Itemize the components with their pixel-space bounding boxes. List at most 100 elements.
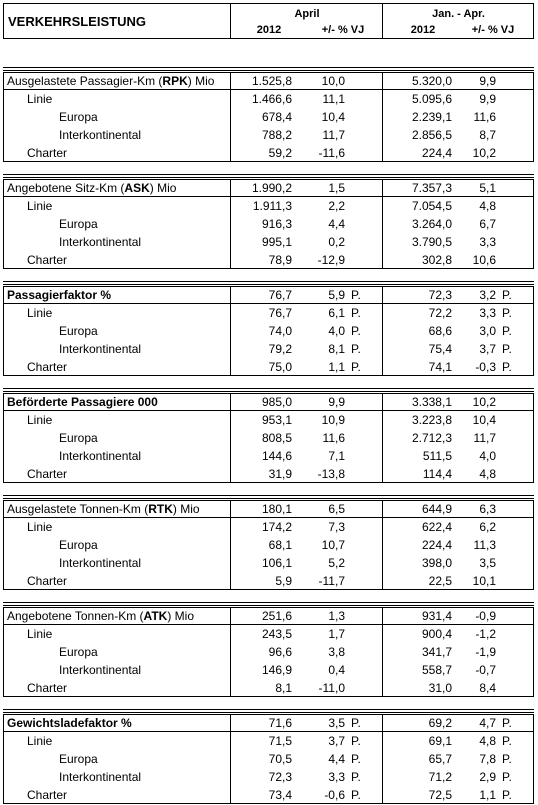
header-year-ytd: 2012 — [410, 24, 436, 36]
value-april: 96,6 — [268, 645, 292, 659]
value-april: 76,7 — [268, 306, 292, 320]
section-title-box — [383, 714, 534, 732]
change-ytd: 5,1 — [479, 181, 496, 195]
section-title-abbr: RTK — [148, 502, 173, 516]
section-title-box — [3, 500, 231, 518]
change-april: -11,0 — [318, 681, 345, 695]
change-ytd: 3,3 — [479, 306, 496, 320]
unit-ytd: P. — [502, 324, 512, 338]
value-ytd: 72,5 — [428, 788, 452, 802]
table-row: Charter 73,4 -0,6 P. 72,5 1,1 P. — [3, 786, 534, 804]
change-april: 8,1 — [328, 342, 345, 356]
value-april: 74,0 — [268, 324, 292, 338]
unit-ytd: P. — [502, 770, 512, 784]
table-row: Interkontinental 72,3 3,3 P. 71,2 2,9 P. — [3, 768, 534, 786]
header-period-april: April — [294, 8, 320, 20]
section-detail-box — [3, 411, 231, 483]
section-title: Angebotene Sitz-Km (ASK) Mio — [3, 179, 231, 197]
table-row: Interkontinental 79,2 8,1 P. 75,4 3,7 P. — [3, 340, 534, 358]
value-ytd: 2.856,5 — [411, 128, 452, 142]
section-title-text: Ausgelastete Passagier-Km ( — [7, 74, 163, 88]
unit-ytd — [500, 572, 534, 590]
table-row: Interkontinental 995,1 0,2 3.790,5 3,3 — [3, 233, 534, 251]
change-ytd: 3,5 — [479, 556, 496, 570]
unit-april — [349, 447, 383, 465]
table-row: Linie 1.911,3 2,2 7.054,5 4,8 — [3, 197, 534, 215]
change-april: 4,4 — [328, 217, 345, 231]
unit-ytd — [500, 144, 534, 162]
unit-april — [349, 465, 383, 483]
change-april: -0,6 — [324, 788, 345, 802]
unit-ytd — [500, 679, 534, 697]
unit-april — [349, 179, 383, 197]
unit-ytd: P. — [502, 288, 512, 302]
unit-ytd: P. — [502, 716, 512, 730]
section-detail-box — [231, 518, 383, 590]
table-row: Europa 96,6 3,8 341,7 -1,9 — [3, 643, 534, 661]
value-ytd: 622,4 — [421, 520, 452, 534]
section-divider — [3, 495, 534, 499]
change-april: 0,4 — [328, 663, 345, 677]
section-detail-box — [231, 625, 383, 697]
change-ytd: 2,9 — [479, 770, 496, 784]
unit-april — [349, 197, 383, 215]
table-row: Linie 71,5 3,7 P. 69,1 4,8 P. — [3, 732, 534, 750]
section-detail-box — [3, 518, 231, 590]
row-label: Interkontinental — [59, 556, 142, 570]
value-april: 75,0 — [268, 360, 292, 374]
value-ytd: 31,0 — [428, 681, 452, 695]
row-label: Europa — [59, 752, 98, 766]
change-ytd: -0,9 — [475, 609, 496, 623]
section-detail-box — [3, 90, 231, 162]
unit-april — [349, 144, 383, 162]
unit-ytd — [500, 126, 534, 144]
unit-april: P. — [351, 324, 361, 338]
value-ytd: 114,4 — [422, 467, 452, 481]
value-april: 71,5 — [268, 734, 292, 748]
section-divider — [3, 281, 534, 285]
section-detail-box — [231, 197, 383, 269]
change-april: 11,7 — [322, 128, 345, 142]
value-april: 808,5 — [261, 431, 292, 445]
section-title-box — [383, 72, 534, 90]
value-april: 1.911,3 — [252, 199, 292, 213]
unit-april: P. — [351, 288, 361, 302]
unit-april — [349, 72, 383, 90]
section-title-row: Beförderte Passagiere 000 985,0 9,9 3.338,1… — [3, 393, 534, 411]
unit-april — [349, 536, 383, 554]
value-april: 71,6 — [268, 716, 292, 730]
change-april: 6,5 — [328, 502, 345, 516]
change-april: 9,9 — [328, 395, 345, 409]
section-detail-box — [383, 518, 534, 590]
section-title-row: Gewichtsladefaktor % 71,6 3,5 P. 69,2 4,7 P. — [3, 714, 534, 732]
value-april: 70,5 — [268, 752, 292, 766]
row-label: Charter — [27, 360, 68, 374]
value-april: 144,6 — [261, 449, 292, 463]
change-april: 3,3 — [328, 770, 345, 784]
section-detail-box — [3, 197, 231, 269]
change-april: 10,4 — [321, 110, 345, 124]
unit-april — [349, 643, 383, 661]
section-divider — [3, 602, 534, 606]
unit-ytd — [500, 429, 534, 447]
row-label: Interkontinental — [59, 128, 142, 142]
section-detail-box — [383, 197, 534, 269]
change-ytd: 10,2 — [472, 395, 496, 409]
section-title-box — [3, 393, 231, 411]
section-title: Angebotene Tonnen-Km (ATK) Mio — [3, 607, 231, 625]
unit-ytd — [500, 607, 534, 625]
change-ytd: 8,4 — [479, 681, 496, 695]
header-change-april: +/- % VJ — [321, 24, 365, 36]
section-title: Ausgelastete Passagier-Km (RPK) Mio — [3, 72, 231, 90]
value-april: 678,4 — [261, 110, 292, 124]
section-title-abbr: ATK — [143, 609, 168, 623]
row-label: Linie — [27, 199, 53, 213]
change-ytd: 8,7 — [479, 128, 496, 142]
section-title-box — [3, 607, 231, 625]
table-row: Europa 678,4 10,4 2.239,1 11,6 — [3, 108, 534, 126]
unit-april — [349, 251, 383, 269]
unit-ytd: P. — [502, 752, 512, 766]
unit-april — [349, 126, 383, 144]
value-april: 1.525,8 — [251, 74, 292, 88]
section-title-box — [231, 714, 383, 732]
